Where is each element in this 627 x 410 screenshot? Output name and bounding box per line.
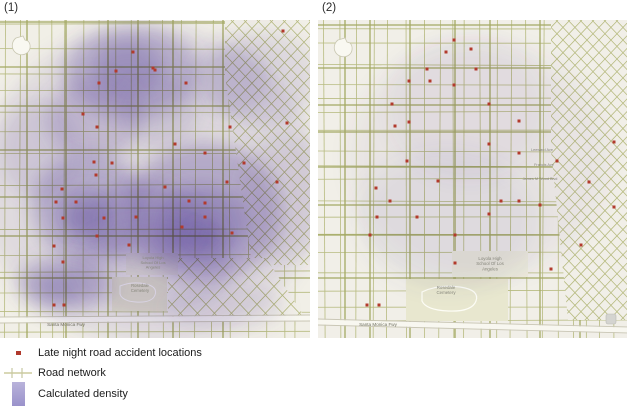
legend-label-road-network: Road network: [38, 367, 106, 379]
road-network-icon: [4, 368, 32, 378]
svg-text:Leeward Ave: Leeward Ave: [531, 148, 553, 152]
network-kernel-density-map: Loyola High School Of Los Angeles Rosedale C…: [318, 20, 627, 338]
svg-text:Santa Monica Fwy: Santa Monica Fwy: [359, 322, 397, 327]
density-swatch-icon: [11, 382, 25, 406]
svg-text:Santa Monica Fwy: Santa Monica Fwy: [47, 322, 85, 327]
panel-1-label: (1): [4, 2, 19, 14]
legend-item-density: Calculated density: [0, 382, 128, 406]
planar-kernel-density-map: Loyola High School Of Los Angeles Rosedale C…: [0, 20, 310, 338]
panel-2-label: (2): [322, 2, 337, 14]
legend-item-accidents: Late night road accident locations: [0, 347, 202, 359]
svg-text:James M Wood Blvd: James M Wood Blvd: [523, 177, 558, 181]
legend-label-accidents: Late night road accident locations: [38, 347, 202, 359]
svg-text:Francis Ave: Francis Ave: [534, 163, 554, 167]
legend-label-density: Calculated density: [38, 388, 128, 400]
accident-point-icon: [15, 351, 21, 355]
legend-item-road-network: Road network: [0, 367, 106, 379]
